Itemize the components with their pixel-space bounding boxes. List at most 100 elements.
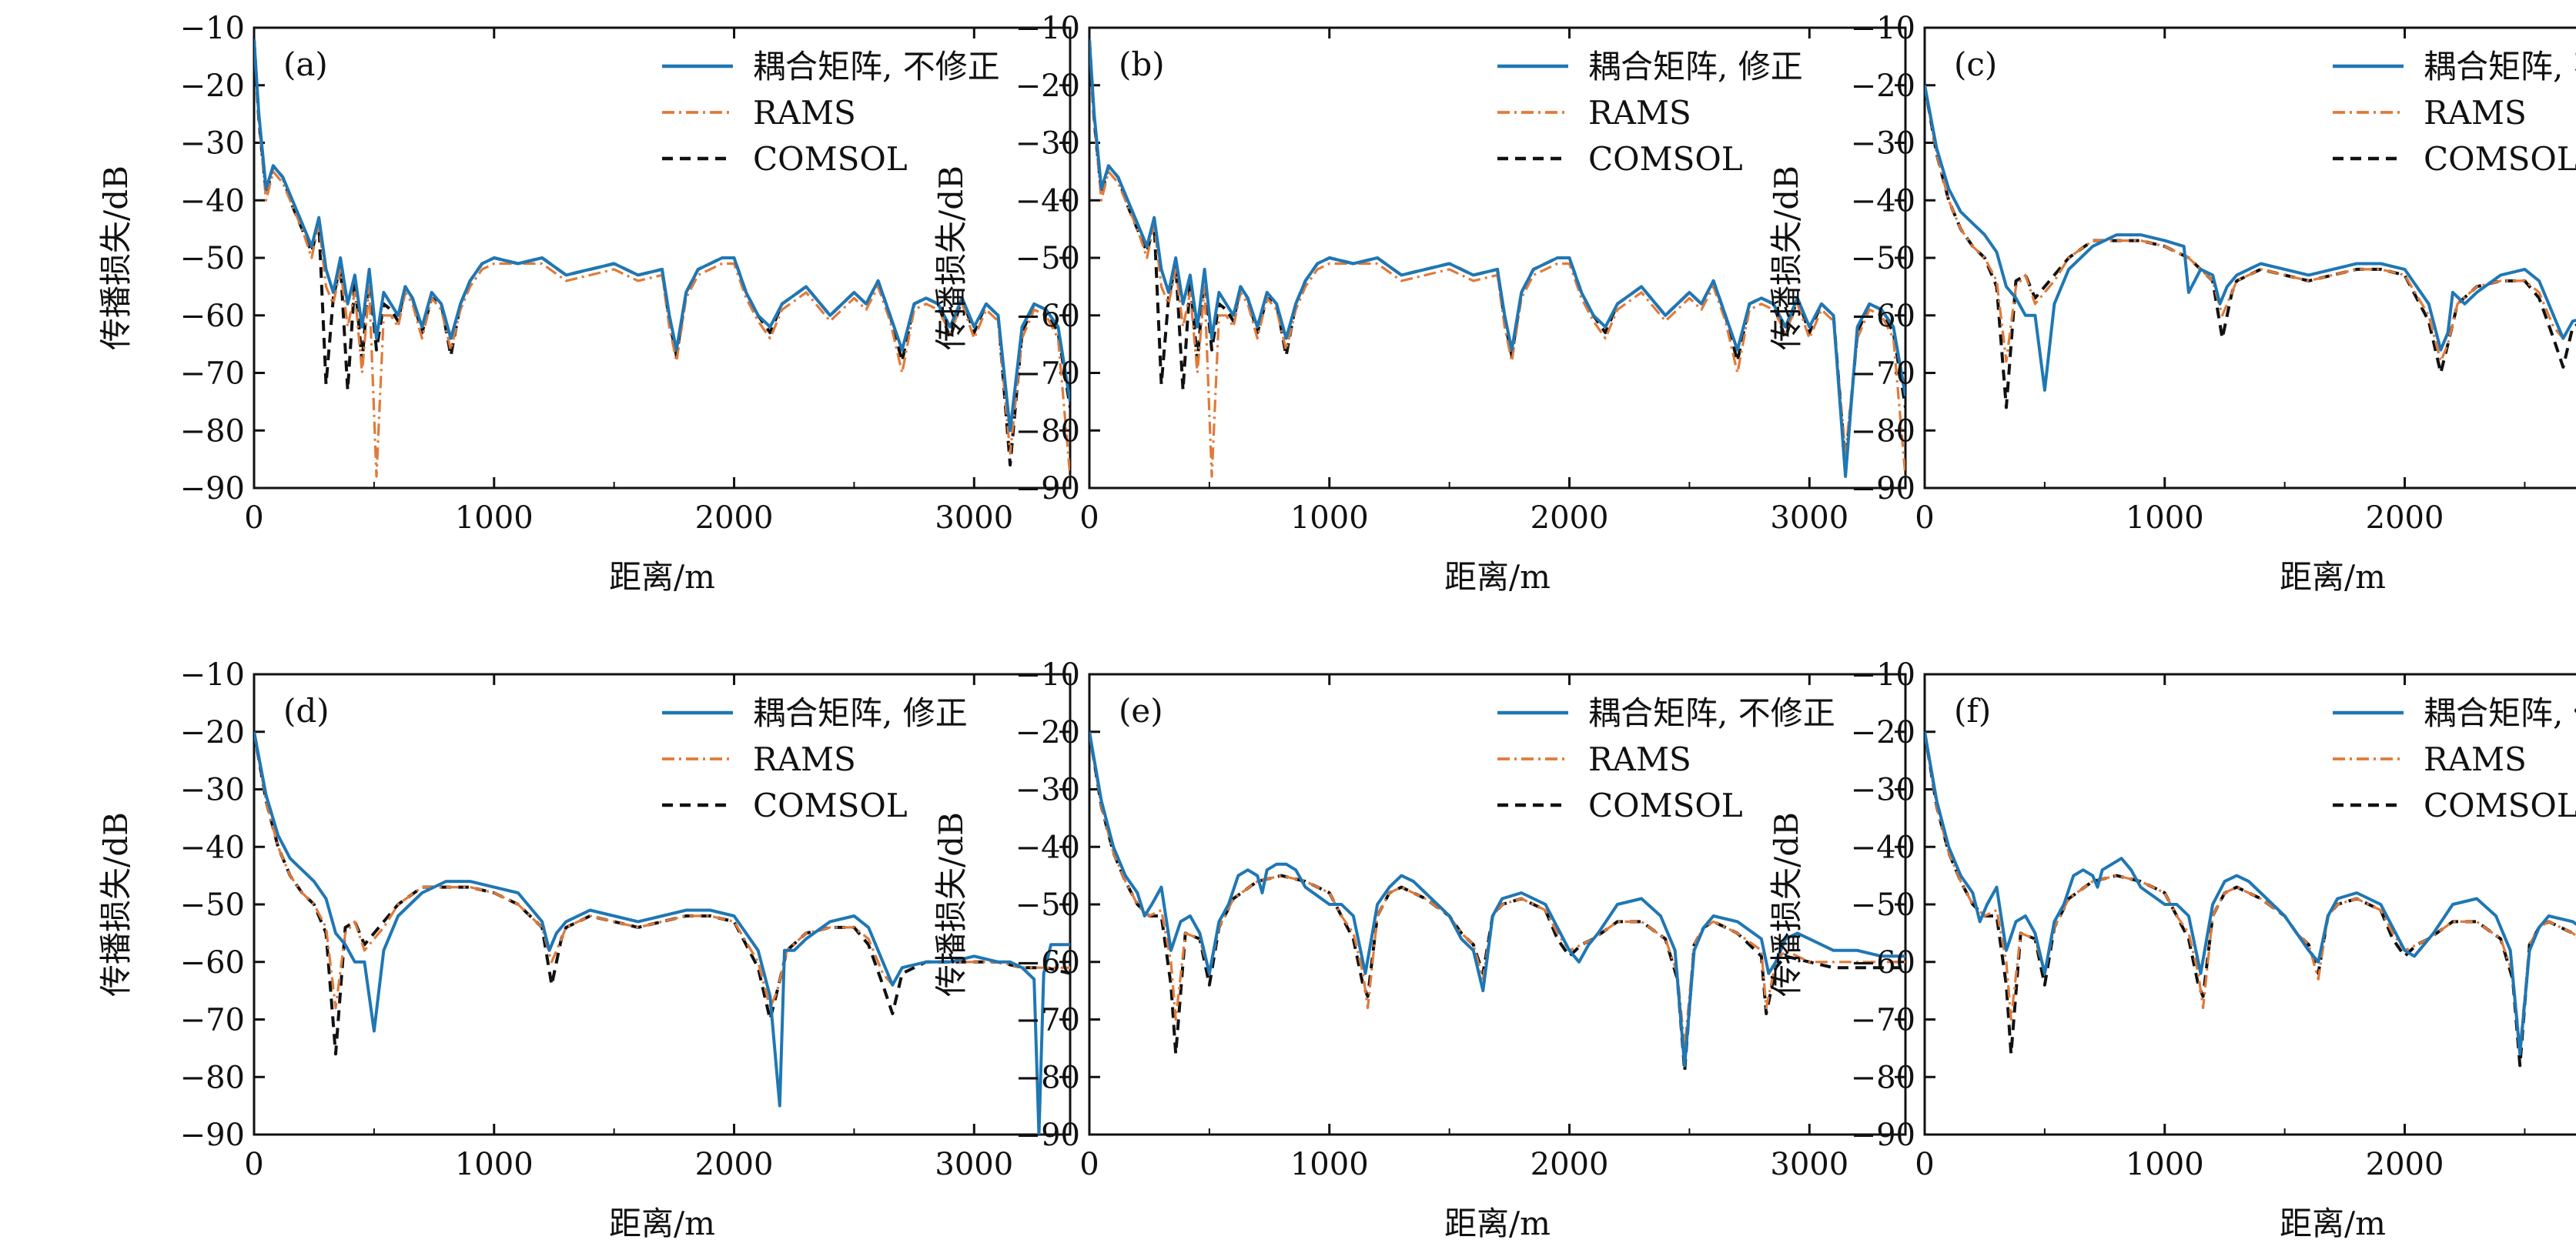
y-tick-label: −50 [1015, 241, 1080, 276]
x-tick-label: 0 [1079, 500, 1099, 536]
y-tick-label: −20 [1851, 715, 1915, 750]
y-tick-label: −90 [1015, 1118, 1080, 1153]
y-tick-label: −60 [180, 945, 245, 981]
y-tick-label: −80 [180, 413, 245, 449]
y-axis-title: 传播损失/dB [932, 812, 970, 997]
y-tick-label: −10 [180, 11, 245, 46]
y-axis-title: 传播损失/dB [1768, 165, 1805, 350]
legend-label: COMSOL [1588, 140, 1743, 178]
legend-label: RAMS [753, 94, 856, 132]
chart-panel: −10 −20 −30 −40 −50 −60 −70 −80 −900 1000 2000 3000… [97, 11, 1072, 596]
x-tick-label: 3000 [935, 1147, 1013, 1182]
panel-label: (a) [283, 45, 328, 83]
x-tick-label: 3000 [1770, 500, 1848, 536]
y-tick-label: −70 [1015, 1003, 1080, 1038]
legend-label: COMSOL [753, 140, 908, 178]
y-axis-title: 传播损失/dB [97, 812, 135, 997]
series-line-solid [1089, 38, 1905, 478]
series-line-dashdot [1925, 731, 2576, 1050]
y-tick-label: −90 [1851, 471, 1915, 506]
y-tick-label: −30 [180, 126, 245, 162]
y-tick-label: −70 [1851, 356, 1915, 392]
series-line-dashdot [1089, 731, 1905, 1050]
y-tick-label: −90 [180, 1118, 245, 1153]
y-tick-label: −30 [1851, 773, 1915, 808]
series-line-solid [1925, 85, 2576, 392]
legend-label: COMSOL [2424, 140, 2576, 178]
chart-panel: −10 −20 −30 −40 −50 −60 −70 −80 −900 1000 2000 3000… [97, 657, 1072, 1242]
y-tick-label: −60 [1851, 945, 1915, 981]
panel-label: (c) [1954, 45, 1997, 83]
series-line-solid [1089, 731, 1905, 1068]
x-tick-label: 1000 [2126, 1147, 2204, 1182]
chart-panel: −10 −20 −30 −40 −50 −60 −70 −80 −900 1000 2000 3000… [932, 657, 1907, 1242]
y-tick-label: −70 [1851, 1003, 1915, 1038]
legend-label: RAMS [1588, 740, 1691, 778]
chart-panel: −10 −20 −30 −40 −50 −60 −70 −80 −900 1000 2000 3000… [932, 11, 1907, 596]
y-tick-label: −60 [1015, 299, 1080, 334]
x-tick-label: 1000 [455, 500, 534, 536]
y-tick-label: −40 [1851, 830, 1915, 865]
y-tick-label: −40 [1015, 183, 1080, 219]
x-tick-label: 1000 [1290, 500, 1369, 536]
y-tick-label: −30 [1851, 126, 1915, 162]
x-tick-label: 2000 [695, 1147, 774, 1182]
legend-label: 耦合矩阵, 不修正 [1588, 694, 1835, 732]
x-tick-label: 0 [1915, 1147, 1934, 1182]
x-axis-title: 距离/m [609, 1205, 715, 1242]
legend-label: 耦合矩阵, 不修正 [753, 48, 1000, 85]
legend-label: RAMS [1588, 94, 1691, 132]
y-tick-label: −90 [1015, 471, 1080, 506]
x-tick-label: 1000 [455, 1147, 534, 1182]
y-tick-label: −40 [180, 183, 245, 219]
chart-panel: −10 −20 −30 −40 −50 −60 −70 −80 −900 1000 2000 3000… [1768, 657, 2576, 1242]
x-axis-title: 距离/m [609, 558, 715, 596]
y-tick-label: −70 [180, 356, 245, 392]
x-tick-label: 0 [1915, 500, 1934, 536]
series-line-solid [254, 38, 1070, 433]
y-tick-label: −10 [1015, 11, 1080, 46]
panel-label: (f) [1954, 692, 1991, 730]
x-tick-label: 2000 [2366, 500, 2444, 536]
y-tick-label: −80 [1015, 413, 1080, 449]
y-tick-label: −20 [1015, 715, 1080, 750]
x-tick-label: 0 [244, 500, 263, 536]
x-tick-label: 0 [1079, 1147, 1099, 1182]
series-line-dashdot [254, 38, 1070, 478]
x-tick-label: 1000 [2126, 500, 2204, 536]
legend-label: COMSOL [2424, 787, 2576, 824]
x-axis-title: 距离/m [1444, 558, 1551, 596]
x-tick-label: 3000 [935, 500, 1013, 536]
y-tick-label: −60 [180, 299, 245, 334]
y-tick-label: −80 [180, 1060, 245, 1095]
series-line-solid [1925, 731, 2576, 1056]
y-axis-title: 传播损失/dB [1768, 812, 1805, 997]
y-tick-label: −10 [180, 657, 245, 693]
x-axis-title: 距离/m [2280, 558, 2386, 596]
x-axis-title: 距离/m [2280, 1205, 2386, 1242]
chart-panel: −10 −20 −30 −40 −50 −60 −70 −80 −900 1000 2000 3000… [1768, 11, 2576, 596]
y-tick-label: −10 [1851, 657, 1915, 693]
series-line-dashed [1925, 85, 2576, 409]
y-tick-label: −10 [1015, 657, 1080, 693]
x-tick-label: 0 [244, 1147, 263, 1182]
legend-label: RAMS [2424, 94, 2527, 132]
x-tick-label: 1000 [1290, 1147, 1369, 1182]
y-tick-label: −60 [1851, 299, 1915, 334]
legend-label: 耦合矩阵, 不修正 [2424, 48, 2576, 85]
x-tick-label: 2000 [1531, 500, 1609, 536]
series-line-solid [254, 731, 1070, 1135]
y-tick-label: −40 [1851, 183, 1915, 219]
legend-label: 耦合矩阵, 修正 [753, 694, 968, 732]
legend-label: COMSOL [753, 787, 908, 824]
y-tick-label: −20 [1015, 69, 1080, 104]
y-tick-label: −70 [180, 1003, 245, 1038]
legend-label: RAMS [2424, 740, 2527, 778]
legend-label: 耦合矩阵, 修正 [1588, 48, 1803, 85]
legend-label: COMSOL [1588, 787, 1743, 824]
y-tick-label: −30 [180, 773, 245, 808]
series-line-dashdot [1925, 85, 2576, 363]
y-tick-label: −40 [180, 830, 245, 865]
y-tick-label: −70 [1015, 356, 1080, 392]
